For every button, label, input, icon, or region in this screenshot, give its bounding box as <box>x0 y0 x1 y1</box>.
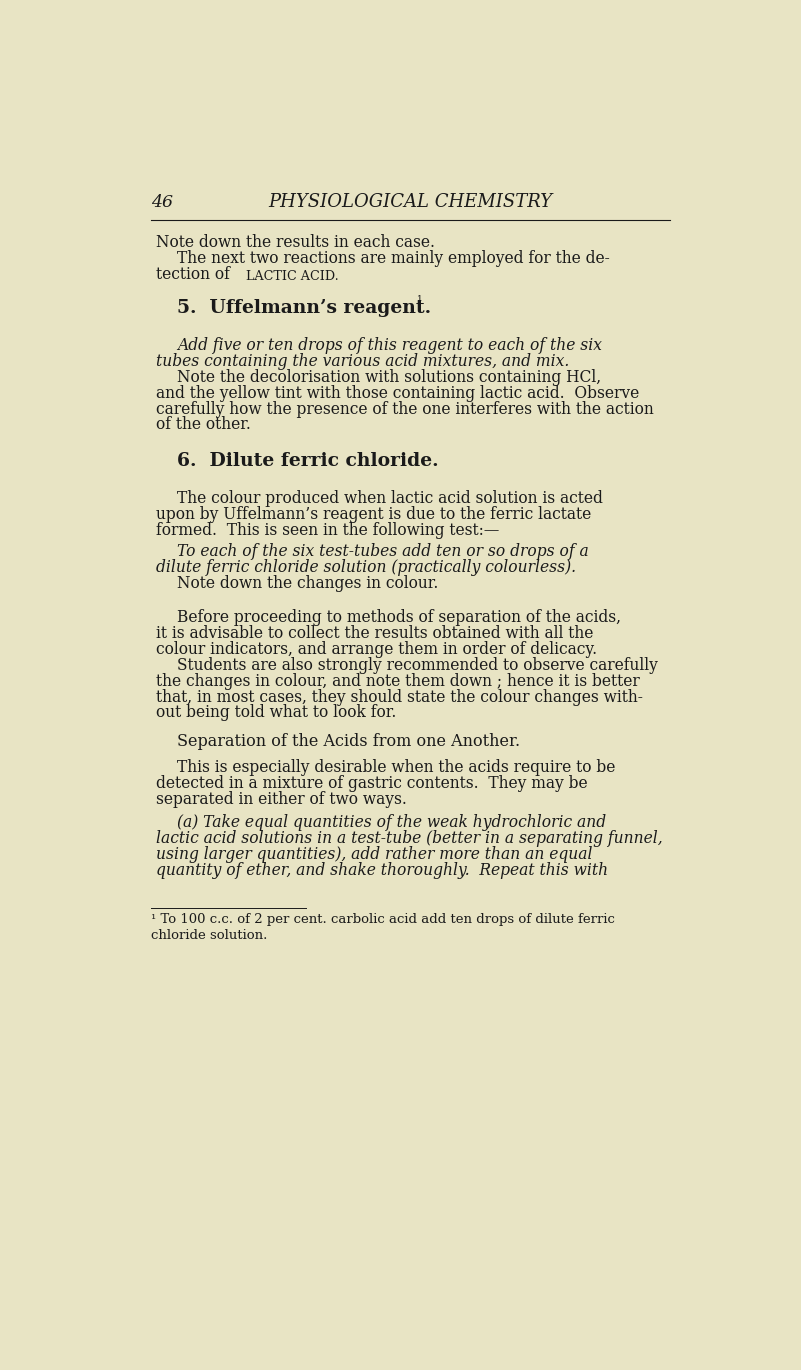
Text: detected in a mixture of gastric contents.  They may be: detected in a mixture of gastric content… <box>156 775 588 792</box>
Text: tection of: tection of <box>156 266 235 282</box>
Text: The colour produced when lactic acid solution is acted: The colour produced when lactic acid sol… <box>177 490 603 507</box>
Text: 6.  Dilute ferric chloride.: 6. Dilute ferric chloride. <box>177 452 439 470</box>
Text: To each of the six test-tubes add ten or so drops of a: To each of the six test-tubes add ten or… <box>177 543 589 560</box>
Text: Note down the changes in colour.: Note down the changes in colour. <box>177 574 438 592</box>
Text: ¹ To 100 c.c. of 2 per cent. carbolic acid add ten drops of dilute ferric: ¹ To 100 c.c. of 2 per cent. carbolic ac… <box>151 912 615 926</box>
Text: ¹: ¹ <box>416 295 421 308</box>
Text: and the yellow tint with those containing lactic acid.  Observe: and the yellow tint with those containin… <box>156 385 639 401</box>
Text: Add five or ten drops of this reagent to each of the six: Add five or ten drops of this reagent to… <box>177 337 602 355</box>
Text: quantity of ether, and shake thoroughly.  Repeat this with: quantity of ether, and shake thoroughly.… <box>156 862 608 878</box>
Text: that, in most cases, they should state the colour changes with-: that, in most cases, they should state t… <box>156 689 643 706</box>
Text: out being told what to look for.: out being told what to look for. <box>156 704 396 722</box>
Text: separated in either of two ways.: separated in either of two ways. <box>156 790 407 808</box>
Text: 5.  Uffelmann’s reagent.: 5. Uffelmann’s reagent. <box>177 300 431 318</box>
Text: using larger quantities), add rather more than an equal: using larger quantities), add rather mor… <box>156 845 593 863</box>
Text: tubes containing the various acid mixtures, and mix.: tubes containing the various acid mixtur… <box>156 353 570 370</box>
Text: This is especially desirable when the acids require to be: This is especially desirable when the ac… <box>177 759 615 777</box>
Text: the changes in colour, and note them down ; hence it is better: the changes in colour, and note them dow… <box>156 673 640 689</box>
Text: Note down the results in each case.: Note down the results in each case. <box>156 234 435 251</box>
Text: Before proceeding to methods of separation of the acids,: Before proceeding to methods of separati… <box>177 610 621 626</box>
Text: The next two reactions are mainly employed for the de-: The next two reactions are mainly employ… <box>177 249 610 267</box>
Text: 46: 46 <box>151 193 173 211</box>
Text: it is advisable to collect the results obtained with all the: it is advisable to collect the results o… <box>156 625 594 643</box>
Text: Note the decolorisation with solutions containing HCl,: Note the decolorisation with solutions c… <box>177 369 602 386</box>
Text: Separation of the Acids from one Another.: Separation of the Acids from one Another… <box>177 733 520 749</box>
Text: chloride solution.: chloride solution. <box>151 929 268 941</box>
Text: lactic acid solutions in a test-tube (better in a separating funnel,: lactic acid solutions in a test-tube (be… <box>156 830 662 847</box>
Text: upon by Uffelmann’s reagent is due to the ferric lactate: upon by Uffelmann’s reagent is due to th… <box>156 506 591 523</box>
Text: LACTIC ACID.: LACTIC ACID. <box>246 270 339 282</box>
Text: Students are also strongly recommended to observe carefully: Students are also strongly recommended t… <box>177 658 658 674</box>
Text: dilute ferric chloride solution (practically colourless).: dilute ferric chloride solution (practic… <box>156 559 576 575</box>
Text: formed.  This is seen in the following test:—: formed. This is seen in the following te… <box>156 522 499 538</box>
Text: colour indicators, and arrange them in order of delicacy.: colour indicators, and arrange them in o… <box>156 641 597 658</box>
Text: PHYSIOLOGICAL CHEMISTRY: PHYSIOLOGICAL CHEMISTRY <box>268 193 553 211</box>
Text: of the other.: of the other. <box>156 416 251 433</box>
Text: (a) Take equal quantities of the weak hydrochloric and: (a) Take equal quantities of the weak hy… <box>177 814 606 832</box>
Text: carefully how the presence of the one interferes with the action: carefully how the presence of the one in… <box>156 400 654 418</box>
